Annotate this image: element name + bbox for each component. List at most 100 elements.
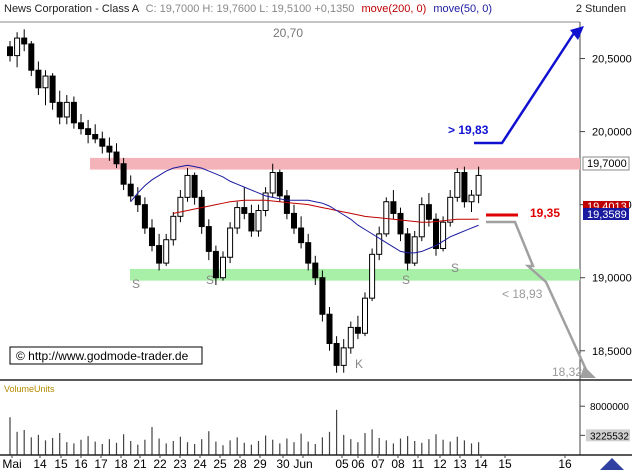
- candle-body: [56, 101, 63, 118]
- candle-body: [134, 195, 141, 206]
- date-label: 25: [213, 457, 227, 471]
- candles-layer: [7, 29, 482, 373]
- watermark-text: © http://www.godmode-trader.de: [16, 349, 189, 363]
- pattern-label-s3: S: [402, 273, 410, 287]
- candle-body: [454, 172, 461, 198]
- date-label: 14: [33, 457, 47, 471]
- candle-body: [63, 101, 70, 118]
- candle-body: [99, 138, 106, 147]
- date-label: 07: [371, 457, 385, 471]
- candle-body: [390, 201, 397, 214]
- candle-body: [411, 236, 418, 264]
- scroll-corner-icon[interactable]: [600, 458, 624, 470]
- date-label: 15: [54, 457, 68, 471]
- candle-body: [440, 221, 447, 249]
- date-label: 21: [133, 457, 147, 471]
- candle-body: [191, 174, 198, 198]
- candle-body: [49, 75, 56, 103]
- date-label: 06: [351, 457, 365, 471]
- bearish-arrow-head-icon: [580, 366, 596, 378]
- ma50-price-box: [583, 208, 629, 220]
- date-label: 11: [412, 457, 425, 471]
- ma50-price-label: 19,3589: [587, 209, 627, 221]
- candle-body: [354, 326, 361, 334]
- level-label-low-target: 18,32: [552, 365, 582, 379]
- candle-body: [269, 172, 276, 194]
- candle-body: [70, 101, 77, 124]
- volume-tick-label: 8000000: [590, 402, 629, 413]
- candle-body: [468, 194, 475, 203]
- candle-body: [35, 69, 42, 89]
- price-tick-label: 19,0000: [592, 273, 632, 285]
- interval-label: 2 Stunden: [576, 3, 626, 15]
- date-label: 30: [276, 457, 290, 471]
- level-label-breakdown: < 18,93: [502, 287, 543, 301]
- volume-axis-ticks: 8000000 3225532: [580, 402, 630, 442]
- ma200-line: [173, 199, 479, 223]
- pattern-label-s2: S: [206, 273, 214, 287]
- date-label: 16: [558, 457, 572, 471]
- candle-body: [333, 342, 340, 366]
- level-label-high: 20,70: [273, 26, 303, 40]
- candle-body: [291, 212, 297, 229]
- date-label: 24: [193, 457, 207, 471]
- candle-body: [212, 250, 219, 279]
- candle-body: [326, 313, 333, 344]
- price-tick-label: 20,0000: [592, 127, 632, 139]
- candle-body: [85, 128, 92, 136]
- candle-body: [42, 75, 49, 89]
- candle-body: [14, 37, 21, 57]
- candle-body: [418, 204, 425, 238]
- candle-body: [404, 233, 411, 264]
- candle-body: [149, 227, 155, 247]
- date-label: 18: [114, 457, 128, 471]
- price-tick-label: 18,5000: [592, 346, 632, 358]
- volume-tick-label: 3225532: [590, 431, 629, 442]
- candle-body: [319, 277, 326, 315]
- candle-body: [433, 218, 439, 249]
- candle-body: [78, 122, 84, 130]
- date-label: 12: [433, 457, 447, 471]
- support-zone: [130, 268, 580, 281]
- candle-body: [276, 172, 283, 197]
- candle-body: [447, 196, 454, 223]
- resistance-zone: [90, 157, 580, 170]
- date-axis: Mai 14 15 16 17 18 21 22 23 24 25 28 29 30 Jun 05 06 07 08…: [2, 455, 572, 471]
- candle-body: [283, 195, 290, 214]
- candle-body: [170, 215, 177, 241]
- instrument-title: News Corporation - Class A C: 19,7000 H:…: [4, 3, 492, 15]
- candle-body: [262, 192, 269, 211]
- date-label: 14: [474, 457, 488, 471]
- last-price-label: 19,7000: [587, 158, 627, 170]
- candle-body: [340, 347, 347, 366]
- candle-body: [305, 242, 312, 264]
- candle-body: [234, 207, 241, 229]
- date-label: 22: [153, 457, 167, 471]
- candle-body: [475, 174, 482, 196]
- candle-body: [255, 209, 262, 232]
- pattern-label-s1: S: [132, 277, 140, 291]
- candle-body: [92, 134, 99, 140]
- candle-body: [369, 253, 376, 299]
- last-price-box: [582, 156, 630, 171]
- candle-body: [298, 227, 305, 244]
- candle-body: [312, 262, 319, 279]
- candle-body: [376, 233, 383, 255]
- volume-layer: [9, 409, 480, 455]
- date-label: Jun: [293, 457, 312, 471]
- ma50-line: [130, 164, 479, 254]
- level-label-stop: 19,35: [530, 206, 560, 220]
- date-label: 16: [74, 457, 88, 471]
- candle-body: [362, 297, 368, 334]
- volume-title: VolumeUnits: [4, 384, 55, 394]
- candle-body: [21, 37, 28, 45]
- watermark-box: [9, 346, 203, 365]
- candle-body: [141, 204, 148, 229]
- volume-last-box: [586, 429, 630, 442]
- date-label: 23: [173, 457, 187, 471]
- candle-body: [163, 239, 170, 264]
- candle-body: [397, 212, 404, 235]
- date-label: 15: [498, 457, 512, 471]
- date-label: 05: [335, 457, 349, 471]
